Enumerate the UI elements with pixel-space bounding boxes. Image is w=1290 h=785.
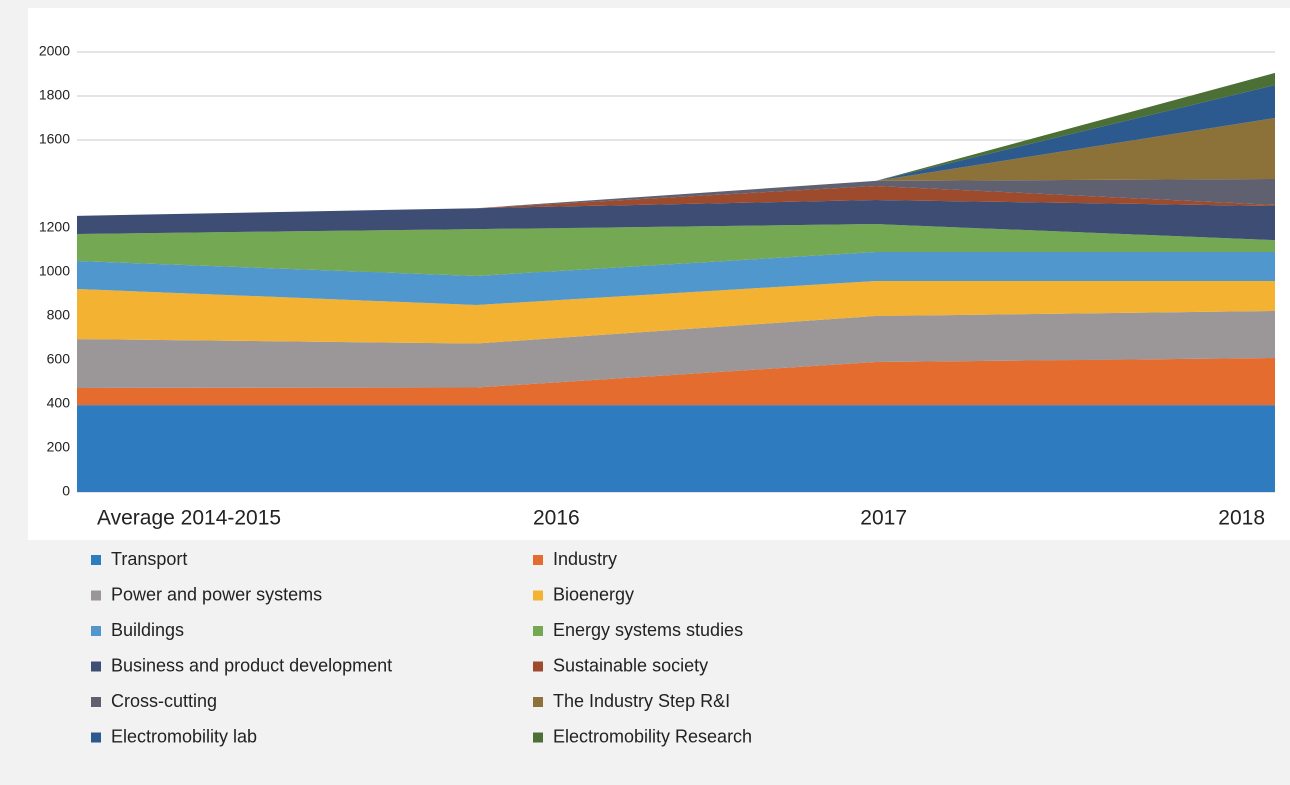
legend-swatch [533,626,543,636]
legend-label: Business and product development [111,655,392,675]
legend-label: Electromobility lab [111,726,257,746]
legend-swatch [533,661,543,672]
legend-swatch [91,626,101,636]
area [77,200,1275,241]
legend-swatch [91,590,101,601]
legend-swatch [91,732,101,743]
legend-label: Bioenergy [553,584,634,604]
area [77,310,1275,388]
legend-label: Electromobility Research [553,726,752,746]
area [77,85,1275,216]
legend-swatch [91,661,101,672]
y-tick-label: 1200 [39,219,70,235]
area [77,178,1275,216]
y-tick-label: 1000 [39,263,70,279]
legend-label: Power and power systems [111,584,322,604]
legend-label: Cross-cutting [111,691,217,711]
area [77,405,1275,492]
legend-label: The Industry Step R&I [553,691,730,711]
y-tick-label: 200 [47,439,71,455]
legend-label: Transport [111,549,187,569]
legend-swatch [533,732,543,743]
legend-label: Industry [553,549,617,569]
area [77,251,1275,305]
legend-label: Buildings [111,620,184,640]
area [77,118,1275,216]
x-tick-label: 2016 [533,507,580,530]
area [77,185,1275,216]
x-tick-label: Average 2014-2015 [97,507,281,530]
x-tick-label: 2017 [860,507,907,530]
legend-label: Energy systems studies [553,620,743,640]
y-tick-label: 400 [47,395,71,411]
legend-swatch [91,555,101,565]
legend-swatch [533,590,543,601]
legend-label: Sustainable society [553,655,708,675]
y-tick-label: 1800 [39,87,70,103]
y-tick-label: 600 [47,351,71,367]
area [77,358,1275,406]
area [77,224,1275,276]
y-tick-label: 1600 [39,131,70,147]
legend-swatch [91,697,101,707]
area [77,281,1275,344]
x-tick-label: 2018 [1218,507,1265,530]
y-tick-label: 800 [47,307,71,323]
legend-swatch [533,555,543,565]
y-tick-label: 2000 [39,43,70,59]
legend-swatch [533,697,543,707]
y-tick-label: 0 [62,483,70,499]
